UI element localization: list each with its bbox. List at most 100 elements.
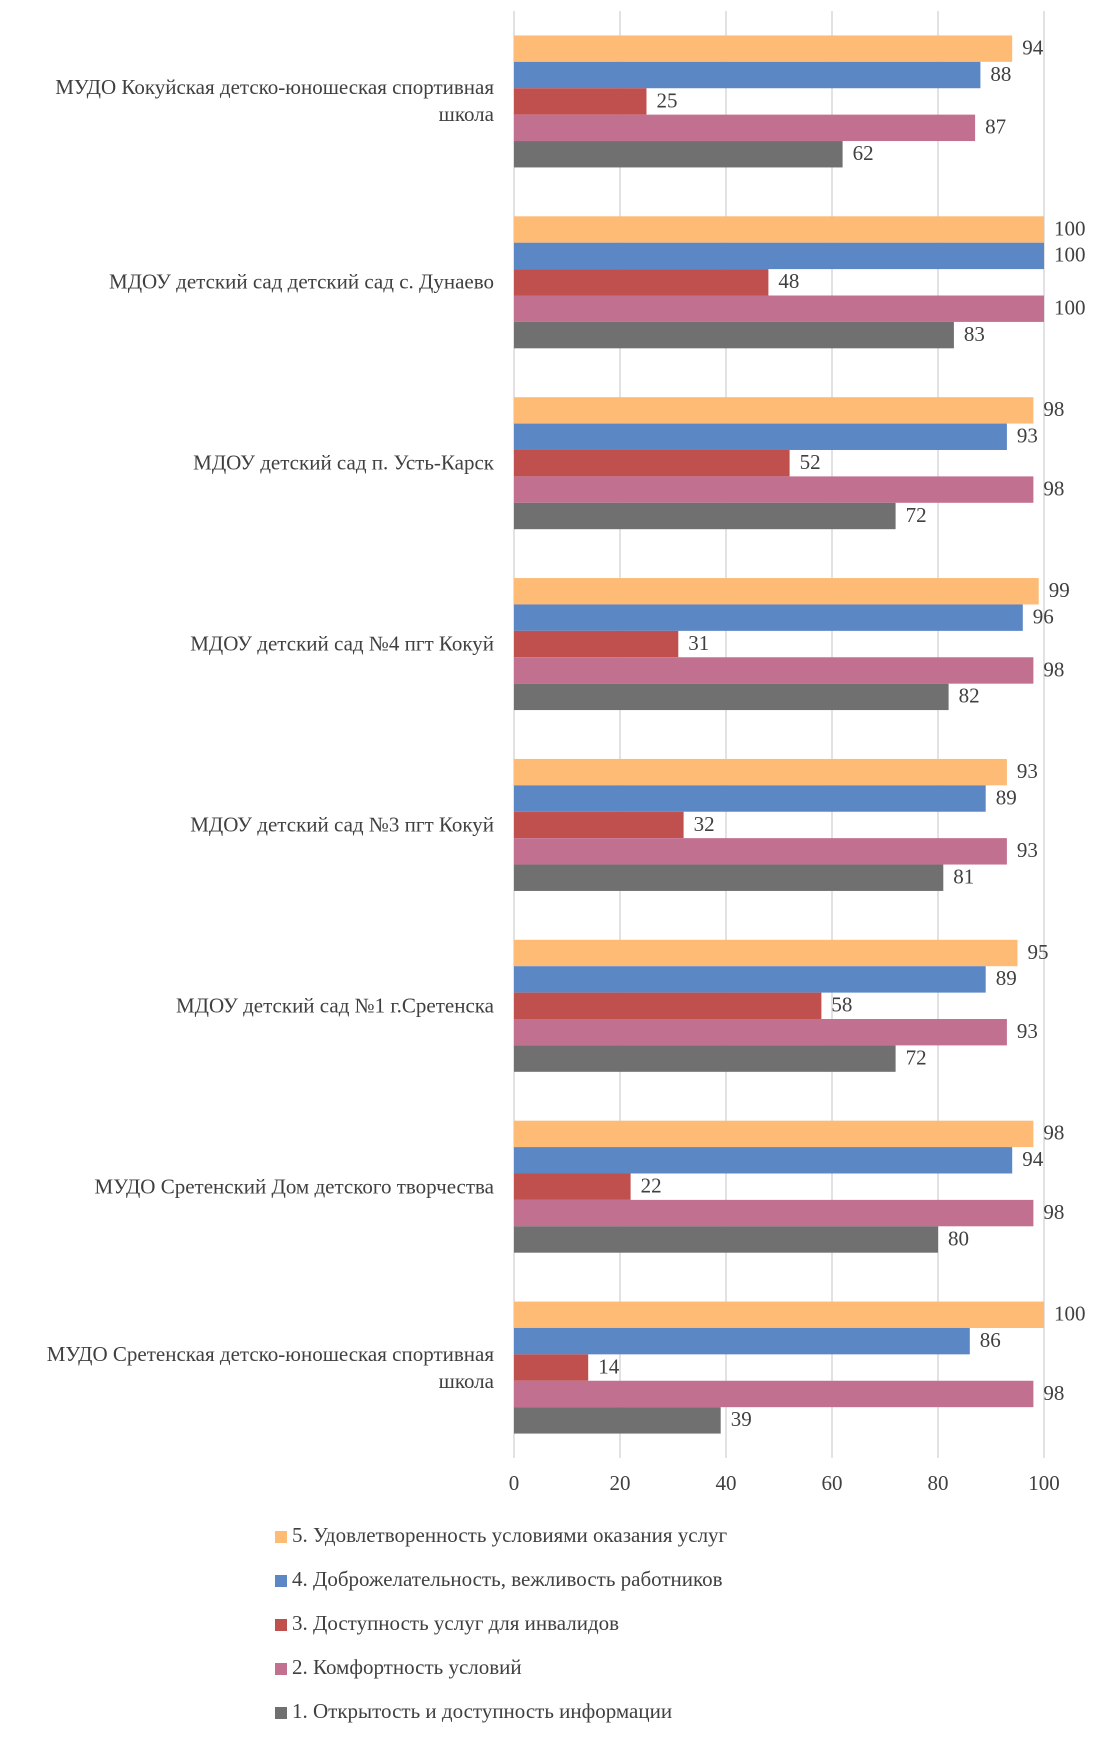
- category-label: МДОУ детский сад №4 пгт Кокуй: [190, 631, 494, 656]
- data-label: 99: [1049, 578, 1070, 602]
- data-label: 100: [1054, 296, 1086, 320]
- data-label: 14: [598, 1354, 620, 1378]
- bar: [514, 1045, 896, 1072]
- bar: [514, 992, 822, 1020]
- bar: [514, 1354, 589, 1381]
- legend-swatch: [275, 1531, 287, 1543]
- bar: [514, 1380, 1034, 1408]
- bar: [514, 141, 843, 168]
- data-label: 89: [996, 966, 1017, 990]
- bar: [514, 1226, 938, 1253]
- bar: [514, 114, 976, 142]
- x-tick-label: 60: [822, 1471, 843, 1495]
- category-label: МУДО Кокуйская детско-юношеская спортивн…: [55, 75, 494, 127]
- bar: [514, 939, 1018, 967]
- data-label: 94: [1022, 1147, 1043, 1171]
- data-label: 93: [1017, 1019, 1038, 1043]
- bar: [514, 216, 1044, 243]
- bar: [514, 1173, 631, 1200]
- bar: [514, 683, 949, 711]
- x-tick-label: 100: [1028, 1471, 1060, 1495]
- x-tick-label: 40: [716, 1471, 737, 1495]
- bar: [514, 502, 896, 530]
- category-label: МДОУ детский сад №1 г.Сретенска: [176, 993, 494, 1018]
- data-label: 100: [1054, 216, 1086, 240]
- data-label: 62: [853, 141, 874, 165]
- data-label: 86: [980, 1328, 1001, 1352]
- bar: [514, 966, 986, 993]
- data-label: 100: [1054, 243, 1086, 267]
- bar: [514, 35, 1013, 62]
- bar: [514, 423, 1007, 450]
- data-label: 39: [731, 1407, 752, 1431]
- bar: [514, 88, 647, 115]
- data-label: 98: [1043, 476, 1064, 500]
- legend-label: 5. Удовлетворенность условиями оказания …: [292, 1523, 728, 1547]
- bar: [514, 578, 1039, 605]
- data-label: 82: [959, 684, 980, 708]
- x-tick-label: 80: [928, 1471, 949, 1495]
- legend-label: 4. Доброжелательность, вежливость работн…: [292, 1567, 723, 1591]
- legend-label: 3. Доступность услуг для инвалидов: [292, 1611, 619, 1635]
- data-label: 95: [1028, 940, 1049, 964]
- bar: [514, 838, 1007, 865]
- data-label: 52: [800, 450, 821, 474]
- bar: [514, 758, 1007, 786]
- bar: [514, 1327, 970, 1355]
- legend-swatch: [275, 1707, 287, 1719]
- bar: [514, 785, 986, 812]
- legend-swatch: [275, 1619, 287, 1631]
- legend-label: 1. Открытость и доступность информации: [292, 1699, 672, 1723]
- bar: [514, 61, 981, 89]
- x-tick-label: 0: [509, 1471, 520, 1495]
- data-label: 98: [1043, 1381, 1064, 1405]
- data-label: 98: [1043, 1200, 1064, 1224]
- legend-label: 2. Комфортность условий: [292, 1655, 522, 1679]
- data-label: 93: [1017, 424, 1038, 448]
- data-label: 31: [688, 631, 709, 655]
- category-label: МУДО Сретенский Дом детского творчества: [94, 1174, 494, 1199]
- data-label: 100: [1054, 1302, 1086, 1326]
- bar: [514, 811, 684, 839]
- data-label: 94: [1022, 35, 1043, 59]
- data-label: 80: [948, 1226, 969, 1250]
- data-label: 72: [906, 1045, 927, 1069]
- data-label: 48: [778, 269, 799, 293]
- data-label: 98: [1043, 657, 1064, 681]
- legend-swatch: [275, 1575, 287, 1587]
- data-label: 98: [1043, 397, 1064, 421]
- data-label: 93: [1017, 838, 1038, 862]
- data-label: 88: [990, 62, 1011, 86]
- legend-swatch: [275, 1663, 287, 1675]
- data-label: 96: [1033, 604, 1054, 628]
- bar: [514, 1301, 1044, 1328]
- x-tick-label: 20: [610, 1471, 631, 1495]
- data-label: 93: [1017, 759, 1038, 783]
- category-label: МДОУ детский сад детский сад с. Дунаево: [109, 269, 494, 294]
- bar: [514, 242, 1044, 270]
- bar: [514, 630, 679, 658]
- data-label: 87: [985, 115, 1006, 139]
- data-label: 83: [964, 322, 985, 346]
- data-label: 72: [906, 503, 927, 527]
- bar: [514, 1147, 1013, 1174]
- bar: [514, 1120, 1034, 1148]
- bar: [514, 476, 1034, 503]
- bar: [514, 321, 954, 349]
- bar: [514, 1019, 1007, 1046]
- category-label: МДОУ детский сад №3 пгт Кокуй: [190, 812, 494, 837]
- category-label: МУДО Сретенская детско-юношеская спортив…: [46, 1341, 494, 1393]
- bar: [514, 449, 790, 477]
- bar: [514, 1199, 1034, 1227]
- bar: [514, 1407, 721, 1434]
- data-label: 32: [694, 812, 715, 836]
- data-label: 98: [1043, 1121, 1064, 1145]
- bar: [514, 295, 1044, 322]
- data-label: 58: [831, 993, 852, 1017]
- data-label: 25: [657, 88, 678, 112]
- bar: [514, 864, 944, 891]
- bar: [514, 604, 1023, 631]
- category-label: МДОУ детский сад п. Усть-Карск: [193, 450, 494, 475]
